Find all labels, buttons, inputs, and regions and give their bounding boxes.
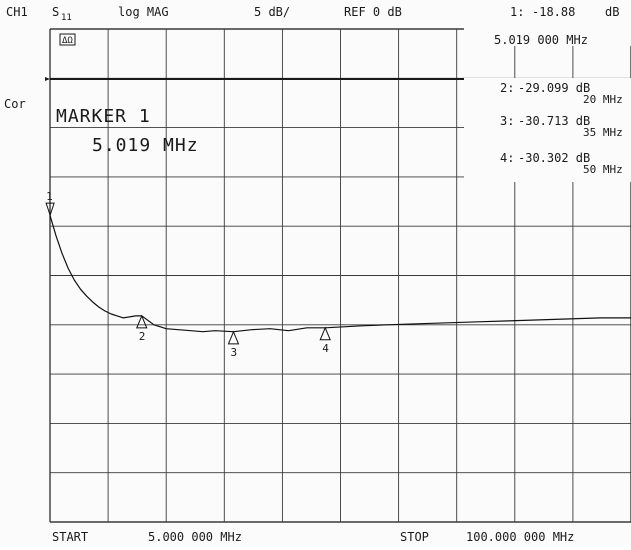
marker-list: 2: -29.099 dB 20 MHz 3: -30.713 dB 35 MH… xyxy=(500,81,623,176)
scale-label: 5 dB/ xyxy=(254,5,290,19)
marker-list-frequency: 35 MHz xyxy=(583,126,623,139)
reference-label: REF 0 dB xyxy=(344,5,402,19)
marker-layer: 1 2 3 4 xyxy=(45,190,331,359)
marker-list-backdrop xyxy=(464,78,631,182)
marker-1-icon xyxy=(45,202,55,217)
marker-list-label: 2: xyxy=(500,81,514,95)
marker-list-label: 4: xyxy=(500,151,514,165)
marker-3-number: 3 xyxy=(230,346,237,359)
marker-2-number: 2 xyxy=(139,330,146,343)
marker-list-value: -30.713 dB xyxy=(518,114,590,128)
marker-list-frequency: 20 MHz xyxy=(583,93,623,106)
marker-list-label: 3: xyxy=(500,114,514,128)
marker-list-value: -29.099 dB xyxy=(518,81,590,95)
format-label: log MAG xyxy=(118,5,169,19)
stop-label: STOP xyxy=(400,530,429,544)
stop-value: 100.000 000 MHz xyxy=(466,530,574,544)
measurement-trace xyxy=(49,215,631,333)
status-box xyxy=(59,33,76,46)
marker-readout-backdrop xyxy=(464,26,631,46)
start-label: START xyxy=(52,530,88,544)
marker-3-icon xyxy=(227,330,240,345)
start-value: 5.000 000 MHz xyxy=(148,530,242,544)
channel-label: CH1 xyxy=(6,5,28,19)
active-marker-value: -18.88 xyxy=(532,5,575,19)
marker-1-number: 1 xyxy=(46,190,53,203)
marker-4-number: 4 xyxy=(322,342,329,355)
status-box-label: ΔΩ xyxy=(62,36,73,46)
reference-arrow-icon xyxy=(45,77,50,81)
marker-4-icon xyxy=(319,326,331,341)
marker-2-icon xyxy=(135,314,148,329)
marker-list-frequency: 50 MHz xyxy=(583,163,623,176)
parameter-sub: 11 xyxy=(61,13,72,23)
correction-indicator: Cor xyxy=(4,97,26,111)
active-marker-frequency: 5.019 000 MHz xyxy=(494,33,588,47)
marker-panel-title: MARKER 1 xyxy=(56,106,151,127)
active-marker-label: 1: xyxy=(510,5,524,19)
marker-panel-value: 5.019 MHz xyxy=(92,135,199,156)
marker-list-value: -30.302 dB xyxy=(518,151,590,165)
trace-layer xyxy=(49,215,631,333)
active-marker-unit: dB xyxy=(605,5,619,19)
parameter-s: S xyxy=(52,5,59,19)
